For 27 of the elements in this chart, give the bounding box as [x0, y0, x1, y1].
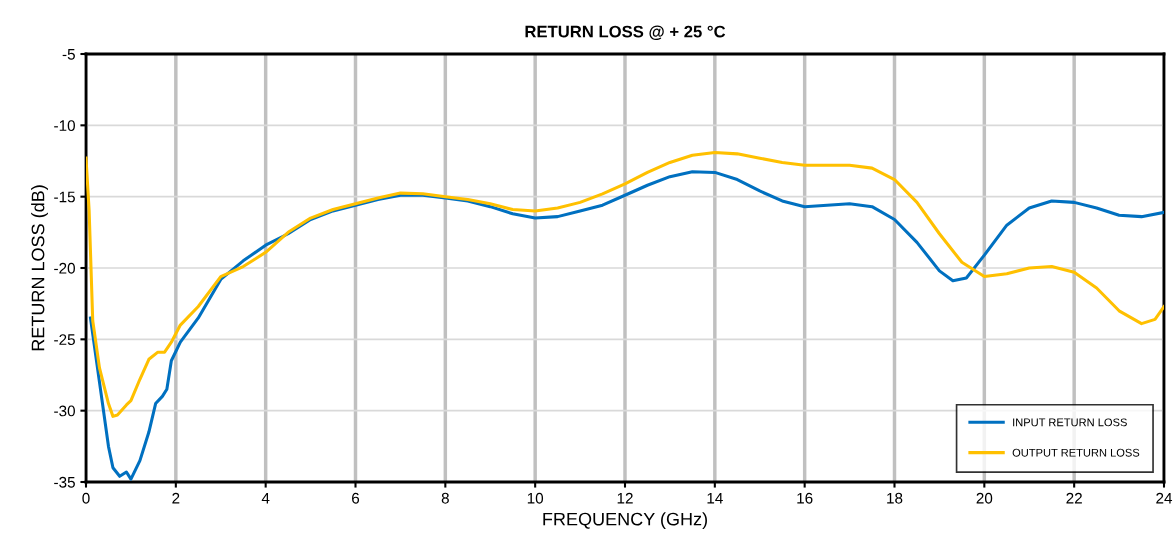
y-tick-label: -10	[54, 120, 75, 132]
y-tick-label: -25	[54, 334, 75, 346]
y-tick-label: -20	[54, 262, 75, 274]
x-tick-label: 4	[261, 492, 270, 504]
x-tick-label: 12	[617, 492, 633, 504]
legend-label: OUTPUT RETURN LOSS	[1012, 448, 1140, 457]
x-tick-label: 18	[887, 492, 903, 504]
legend-label: INPUT RETURN LOSS	[1013, 418, 1127, 427]
y-axis-title: RETURN LOSS (dB)	[31, 185, 48, 351]
x-tick-label: 14	[707, 492, 723, 504]
x-tick-label: 16	[797, 492, 813, 504]
y-tick-label: -30	[54, 405, 75, 417]
x-tick-label: 10	[527, 492, 544, 504]
x-tick-label: 0	[82, 492, 90, 504]
x-tick-label: 8	[441, 492, 449, 504]
y-tick-label: -35	[54, 476, 75, 488]
chart-title: RETURN LOSS @ + 25 °C	[525, 25, 726, 40]
line-series	[86, 150, 1164, 418]
x-tick-label: 22	[1066, 492, 1082, 504]
x-tick-label: 6	[352, 492, 360, 504]
line-series	[88, 170, 1164, 481]
x-tick-label: 20	[976, 492, 993, 504]
y-tick-label: -15	[54, 191, 75, 203]
x-tick-label: 2	[172, 492, 180, 504]
x-axis-title: FREQUENCY (GHz)	[543, 512, 707, 530]
y-tick-label: -5	[62, 49, 75, 60]
x-tick-label: 24	[1156, 492, 1173, 504]
